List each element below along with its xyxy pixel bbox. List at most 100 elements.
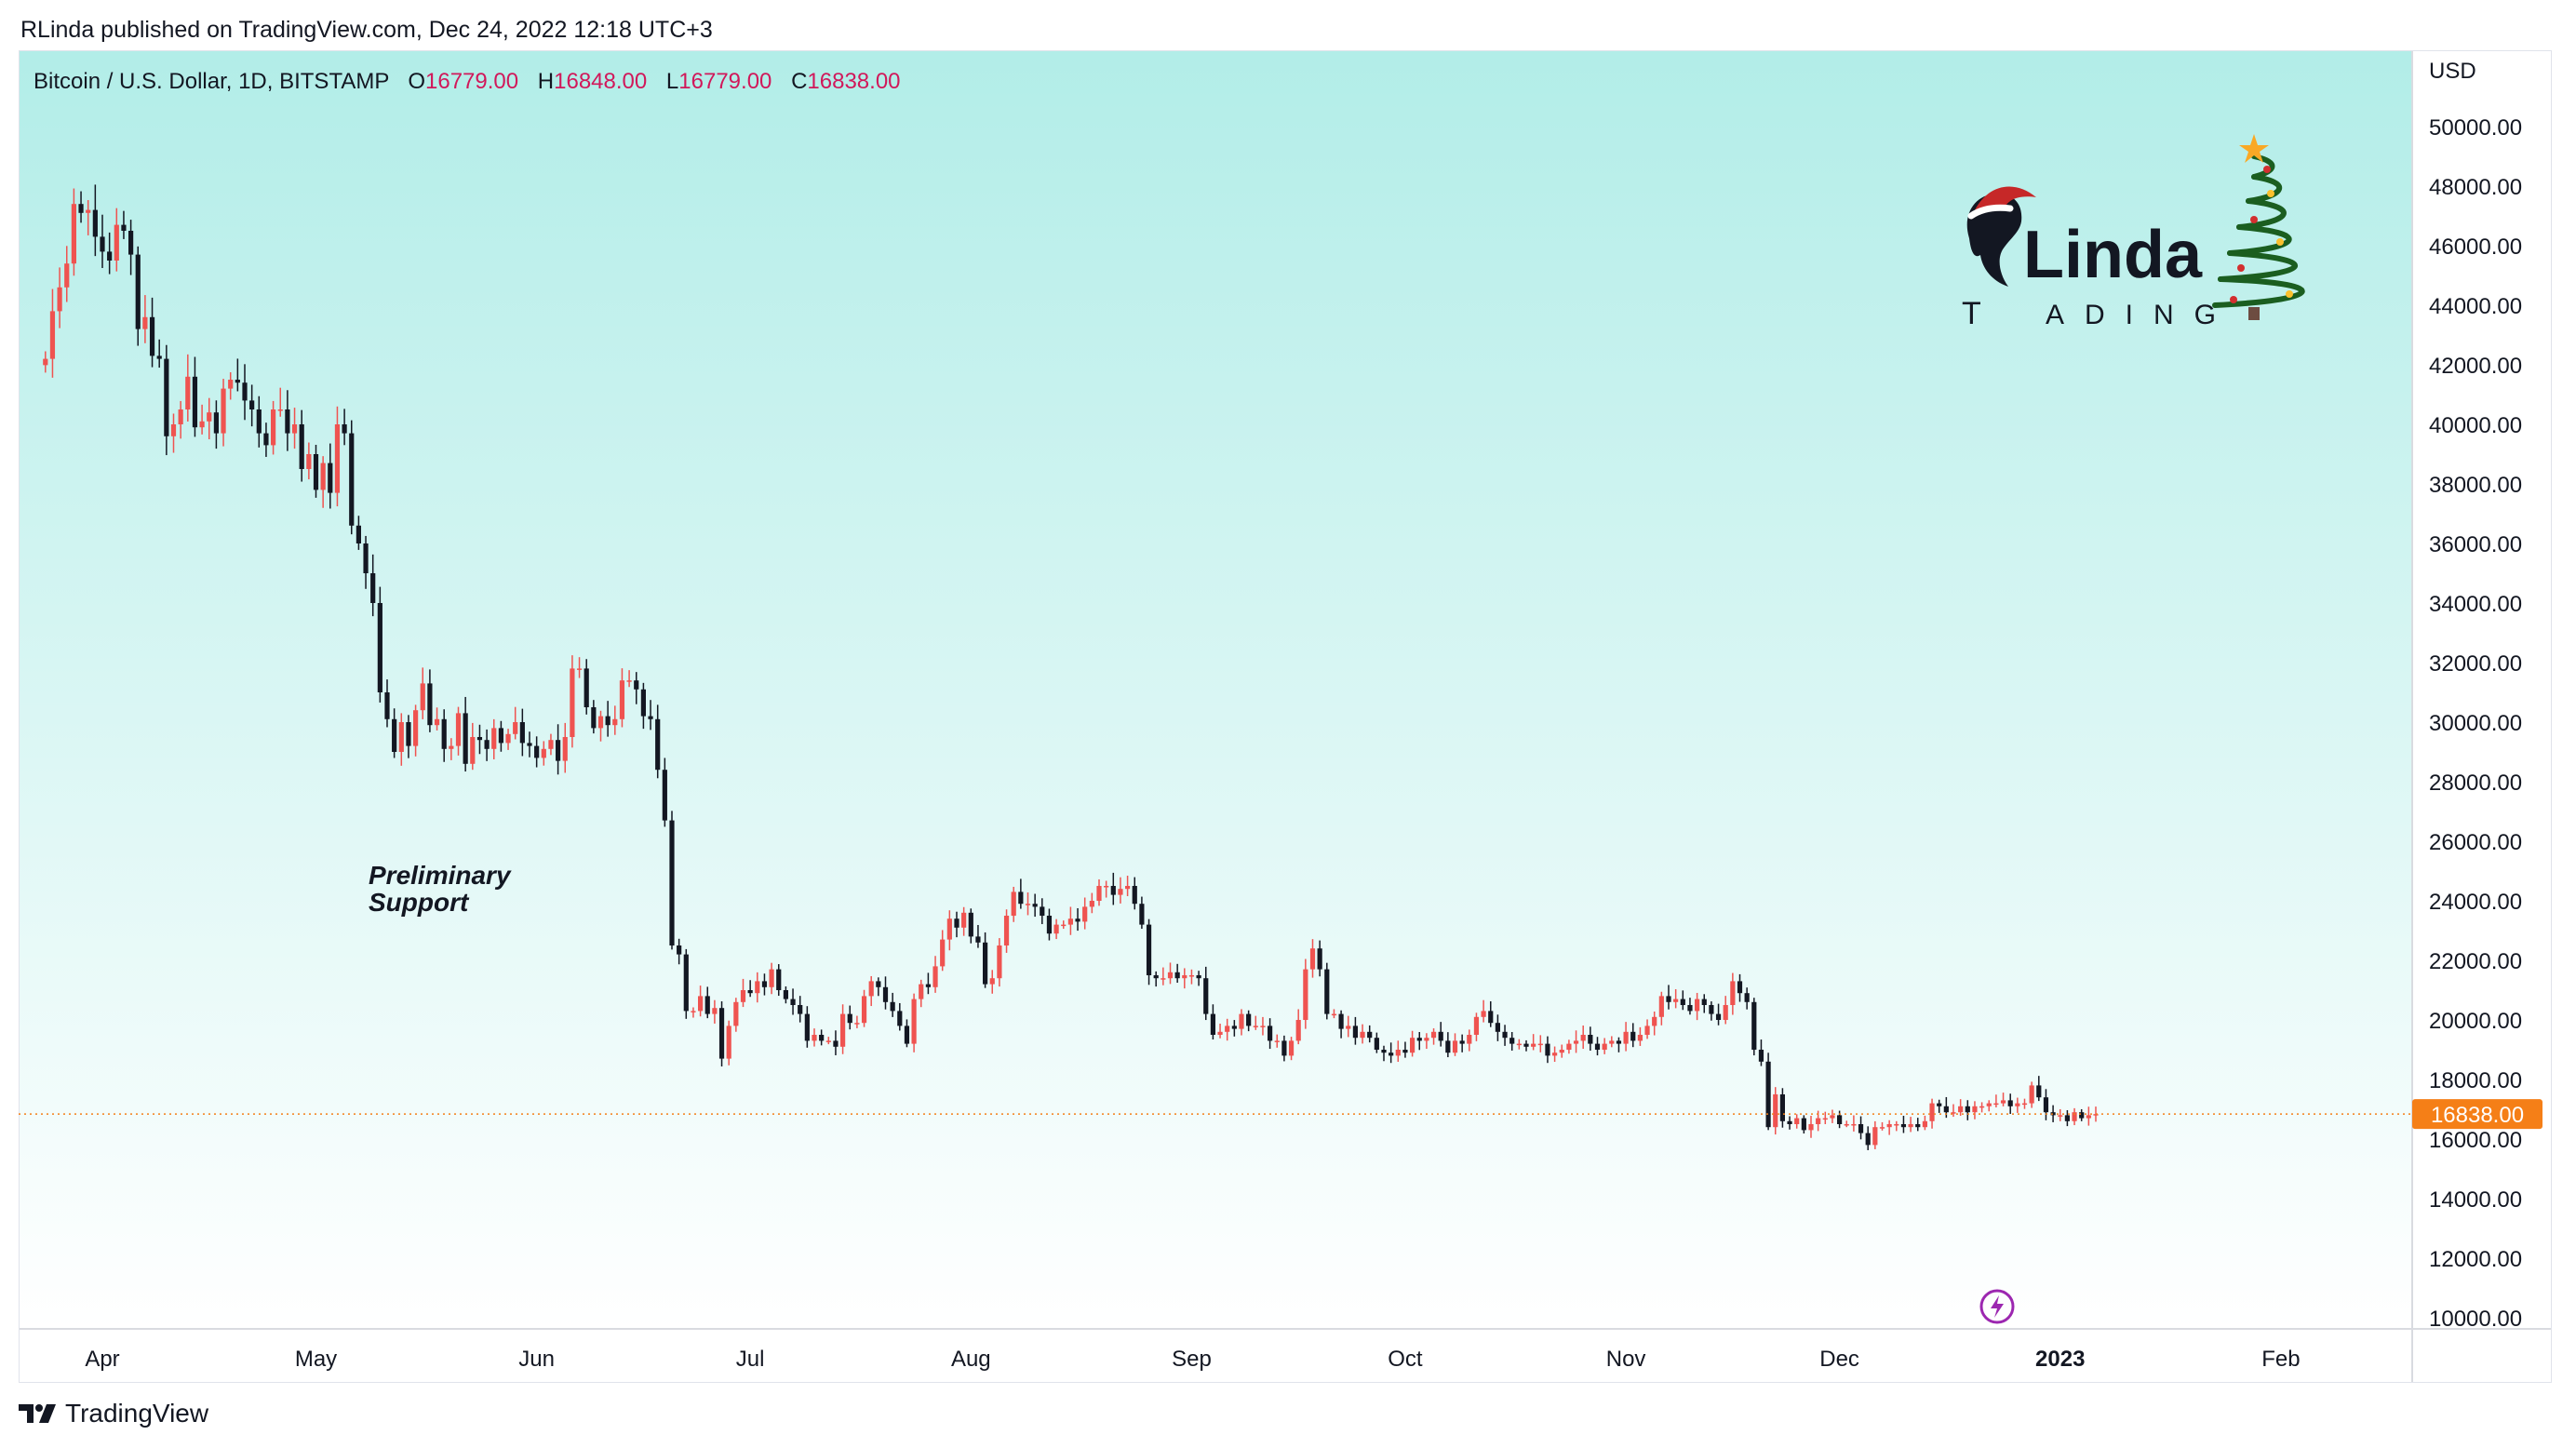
y-tick-label: 34000.00 [2429, 592, 2522, 617]
candle [1545, 1036, 1550, 1064]
price-axis: USD 50000.00 48000.00 46000.00 44000.00 42000… [2429, 59, 2522, 1332]
candle [1872, 1120, 1878, 1149]
candle [683, 948, 689, 1019]
candle [441, 709, 447, 762]
candle [142, 295, 148, 343]
candle [783, 985, 788, 1004]
candle [71, 188, 76, 276]
candle [306, 442, 312, 480]
candle [1695, 992, 1700, 1021]
candle [1467, 1029, 1472, 1052]
x-tick-label: Oct [1388, 1347, 1423, 1372]
candle [1395, 1040, 1401, 1063]
low-value: 16779.00 [678, 69, 772, 94]
candle [1389, 1042, 1394, 1064]
candle [1602, 1038, 1607, 1054]
candle [427, 669, 433, 732]
candle [1922, 1115, 1927, 1131]
candle [242, 364, 248, 421]
candle [1331, 1009, 1337, 1019]
candle [2029, 1081, 2034, 1108]
candle [342, 409, 347, 446]
candle [733, 998, 739, 1032]
christmas-tree-icon [2212, 154, 2305, 308]
candle [406, 715, 411, 758]
candle [476, 724, 483, 755]
candle [1580, 1026, 1586, 1050]
candle [1381, 1045, 1387, 1062]
candle [1046, 908, 1053, 941]
candle [1623, 1022, 1629, 1052]
candle [114, 208, 119, 272]
candle [1374, 1032, 1379, 1053]
y-tick-label: 24000.00 [2429, 890, 2522, 915]
star-icon [2239, 134, 2269, 163]
candle [156, 339, 162, 369]
candle [1744, 987, 1750, 1010]
candle [1003, 909, 1010, 953]
y-tick-label: 44000.00 [2429, 294, 2522, 319]
candle [1139, 896, 1145, 930]
candle [1118, 877, 1123, 904]
candle [548, 733, 554, 756]
candlestick-chart[interactable]: USD 50000.00 48000.00 46000.00 44000.00 42000… [19, 50, 2552, 1383]
x-tick-label: Jun [518, 1347, 555, 1372]
candle [1040, 898, 1045, 925]
candle [1986, 1100, 1992, 1112]
candle [556, 724, 561, 775]
candle [178, 400, 183, 439]
candle [86, 200, 91, 235]
candle [798, 996, 803, 1023]
candle [271, 400, 276, 455]
candle [413, 704, 419, 757]
candle [790, 988, 796, 1015]
candle [1758, 1039, 1764, 1066]
candle [1751, 998, 1757, 1056]
candle [619, 668, 625, 728]
candle [1096, 878, 1102, 906]
candle [1082, 897, 1088, 930]
candle [1274, 1034, 1280, 1048]
candle [1658, 991, 1664, 1026]
candle [1225, 1018, 1230, 1041]
tradingview-footer-logo[interactable]: TradingView [19, 1399, 208, 1428]
candle [1025, 892, 1031, 916]
candle [755, 972, 760, 1003]
candle [1509, 1031, 1515, 1051]
candle [1822, 1111, 1828, 1125]
candle [1260, 1016, 1266, 1036]
candle [712, 999, 718, 1024]
last-price-tag [2412, 1099, 2542, 1130]
y-tick-label: 32000.00 [2429, 651, 2522, 677]
candle [776, 964, 782, 997]
candle [1360, 1024, 1365, 1044]
candle [1402, 1041, 1408, 1058]
candle [1594, 1037, 1601, 1056]
candle [1666, 985, 1671, 1010]
rlinda-trading-logo: Linda T ADING [1962, 134, 2305, 331]
candle [1075, 907, 1080, 932]
candle [505, 729, 511, 750]
candle [1844, 1120, 1849, 1128]
candle [1723, 996, 1728, 1025]
currency-label: USD [2429, 59, 2476, 84]
candle [989, 970, 995, 994]
candle [235, 358, 240, 392]
candle [1773, 1087, 1778, 1135]
candle [1516, 1039, 1522, 1050]
high-value: 16848.00 [554, 69, 648, 94]
candle [1217, 1024, 1223, 1039]
candle [1851, 1115, 1857, 1132]
candle [1324, 962, 1330, 1020]
candle [1765, 1052, 1771, 1131]
candle [1011, 886, 1016, 922]
y-tick-label: 20000.00 [2429, 1009, 2522, 1034]
candle [1161, 967, 1166, 985]
chart-area[interactable]: USD 50000.00 48000.00 46000.00 44000.00 42000… [19, 50, 2552, 1383]
candle [1125, 876, 1131, 897]
candle [819, 1029, 825, 1046]
y-tick-label: 28000.00 [2429, 771, 2522, 796]
lightning-icon[interactable] [1979, 1288, 2016, 1325]
candle [1495, 1014, 1500, 1041]
candle [1701, 994, 1707, 1013]
